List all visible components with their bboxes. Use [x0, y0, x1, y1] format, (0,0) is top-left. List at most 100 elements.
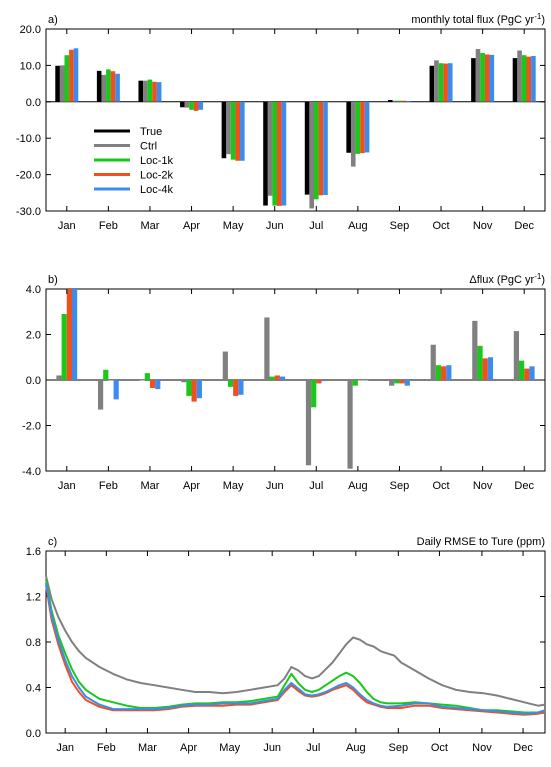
x-tick-label-jan: Jan — [58, 480, 76, 492]
bar-loc-1k-mar — [147, 79, 153, 102]
bar-ctrl-mar — [139, 380, 145, 381]
bar-loc-1k-may — [230, 101, 236, 160]
x-tick-label-may: May — [223, 220, 244, 232]
y-tick-label: 0.0 — [26, 728, 41, 740]
x-tick-label-dec: Dec — [514, 480, 534, 492]
bar-loc-4k-nov — [487, 357, 494, 380]
x-tick-label-apr: Apr — [180, 742, 197, 754]
bar-ctrl-oct — [430, 344, 436, 380]
bar-true-dec — [512, 58, 518, 102]
x-tick-label-dec: Dec — [513, 742, 533, 754]
bar-true-jan — [55, 65, 60, 102]
bar-loc-2k-aug — [360, 101, 365, 154]
bar-loc-1k-may — [227, 380, 234, 387]
bar-loc-1k-nov — [477, 345, 483, 380]
y-tick-label: 10.0 — [20, 60, 41, 72]
line-ctrl — [45, 575, 546, 707]
x-tick-label-jul: Jul — [306, 742, 320, 754]
bar-loc-2k-may — [233, 380, 239, 396]
bar-ctrl-apr — [184, 101, 190, 108]
x-tick-label-may: May — [219, 742, 240, 754]
bar-loc-4k-may — [238, 380, 244, 395]
bar-loc-2k-dec — [524, 368, 530, 380]
legend-label-loc-1k: Loc-1k — [140, 155, 174, 167]
panel-a-title-close: ) — [541, 14, 545, 26]
x-tick-label-sep: Sep — [390, 480, 410, 492]
x-tick-label-aug: Aug — [346, 742, 366, 754]
panel-a-plot-area: -30.0 -20.0 -10.0 0.0 10.0 20.0 Jan Feb Mar Apr Ma… — [16, 24, 546, 232]
bar-loc-1k-nov — [480, 53, 485, 102]
bar-true-feb — [96, 70, 102, 102]
x-tick-label-feb: Feb — [99, 480, 118, 492]
bar-loc-1k-jul — [313, 101, 319, 200]
x-tick-label-sep: Sep — [389, 742, 409, 754]
bar-ctrl-mar — [143, 80, 148, 102]
bar-ctrl-jun — [264, 317, 270, 380]
bar-ctrl-may — [226, 101, 231, 155]
bar-loc-4k-aug — [363, 380, 369, 381]
bar-loc-1k-aug — [352, 380, 358, 386]
bar-loc-2k-jun — [274, 375, 280, 380]
bar-loc-4k-feb — [113, 380, 119, 400]
y-tick-label: 0.0 — [26, 375, 41, 387]
bar-loc-1k-sep — [397, 100, 402, 102]
panel-a-monthly-total-flux: a) monthly total flux (PgC yr-1) -30.0 -2… — [16, 12, 546, 232]
x-tick-label-nov: Nov — [473, 220, 493, 232]
bar-true-jun — [263, 101, 268, 206]
bar-ctrl-jun — [267, 101, 273, 196]
bar-loc-1k-oct — [435, 365, 442, 380]
bar-loc-2k-aug — [357, 380, 364, 381]
bar-loc-4k-mar — [156, 82, 162, 102]
bar-loc-2k-nov — [484, 54, 490, 102]
panel-a-title-sup: -1 — [534, 12, 542, 21]
bar-loc-1k-aug — [355, 101, 361, 154]
bar-loc-4k-dec — [529, 366, 535, 380]
bar-loc-1k-jan — [61, 314, 67, 380]
bar-loc-1k-jan — [64, 55, 70, 102]
x-tick-label-jun: Jun — [263, 742, 281, 754]
bar-loc-4k-jul — [321, 380, 327, 382]
bar-loc-2k-jun — [277, 101, 282, 206]
line-loc-2k — [45, 584, 546, 716]
bar-loc-4k-oct — [446, 365, 452, 380]
legend-label-true: True — [140, 126, 162, 138]
x-tick-label-aug: Aug — [348, 480, 368, 492]
x-tick-label-oct: Oct — [432, 480, 449, 492]
legend-label-ctrl: Ctrl — [140, 141, 157, 153]
bar-true-oct — [429, 65, 435, 102]
bar-loc-1k-dec — [519, 360, 525, 380]
x-tick-label-mar: Mar — [138, 742, 157, 754]
y-tick-label: 1.2 — [26, 592, 41, 604]
y-tick-label: 4.0 — [26, 284, 41, 296]
bar-ctrl-aug — [350, 101, 356, 167]
bar-ctrl-nov — [475, 49, 481, 102]
bar-loc-4k-apr — [198, 101, 204, 110]
bar-loc-2k-apr — [193, 101, 199, 111]
bar-loc-1k-dec — [521, 55, 527, 102]
x-tick-label-jul: Jul — [309, 480, 323, 492]
y-tick-label: -4.0 — [22, 466, 41, 478]
bar-true-sep — [387, 99, 393, 102]
bar-ctrl-jul — [309, 101, 314, 209]
y-tick-label: 1.6 — [26, 546, 41, 558]
bar-ctrl-dec — [513, 331, 520, 380]
x-tick-label-feb: Feb — [97, 742, 116, 754]
bar-true-nov — [471, 58, 476, 102]
x-tick-label-jun: Jun — [266, 220, 284, 232]
panel-b-label: b) — [48, 274, 58, 286]
bar-loc-2k-sep — [399, 380, 405, 384]
bar-loc-4k-nov — [489, 54, 495, 102]
x-tick-label-feb: Feb — [99, 220, 118, 232]
x-tick-label-jan: Jan — [58, 220, 76, 232]
bar-true-jul — [304, 101, 310, 195]
x-tick-label-apr: Apr — [183, 220, 200, 232]
panel-b-title: Δflux (PgC yr-1) — [469, 272, 545, 286]
bar-loc-2k-apr — [191, 380, 197, 402]
bar-loc-2k-oct — [441, 366, 447, 380]
x-tick-label-nov: Nov — [473, 480, 493, 492]
panel-b-title-close: ) — [541, 274, 545, 286]
bar-ctrl-dec — [517, 50, 522, 102]
x-tick-label-mar: Mar — [140, 220, 159, 232]
bar-loc-1k-jun — [269, 376, 275, 380]
bar-ctrl-jan — [56, 375, 62, 380]
